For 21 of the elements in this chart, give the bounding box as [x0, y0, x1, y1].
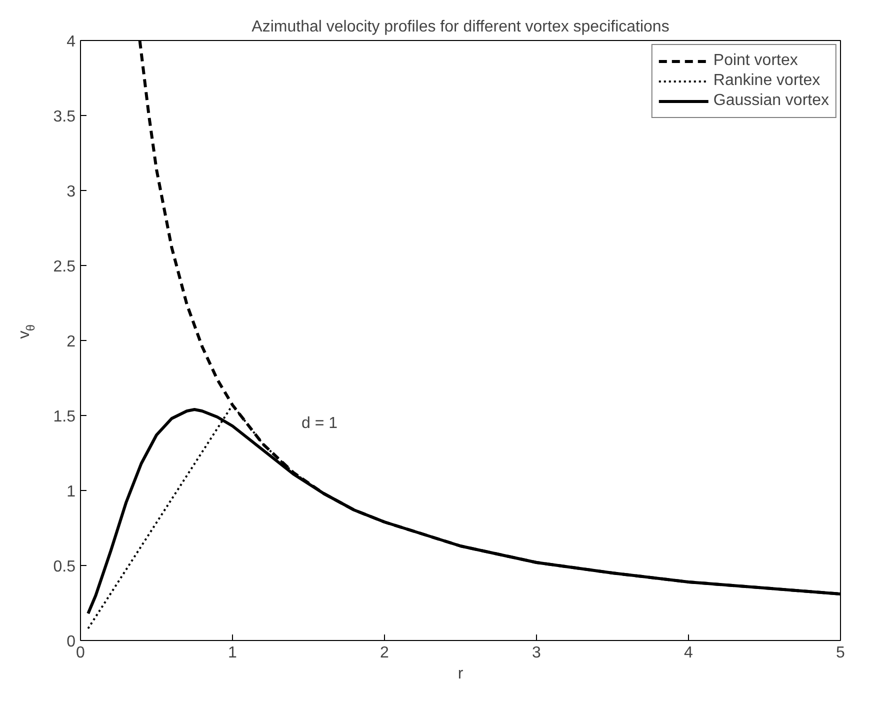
y-tick-label: 3.5 — [53, 108, 76, 126]
x-tick-label: 3 — [532, 644, 542, 662]
legend-label: Rankine vortex — [713, 72, 820, 90]
y-tick-label: 2.5 — [53, 258, 76, 276]
y-tick-label: 4 — [66, 34, 76, 50]
y-tick-label: 0.5 — [53, 558, 76, 576]
x-tick-label: 1 — [228, 644, 238, 662]
chart-title: Azimuthal velocity profiles for different vortex specifications — [252, 18, 670, 36]
x-axis-title: r — [458, 666, 464, 682]
y-tick-label: 2 — [66, 334, 76, 350]
legend-label: Gaussian vortex — [713, 92, 829, 110]
y-tick-label: 3 — [66, 184, 76, 200]
x-tick-label: 4 — [684, 644, 694, 662]
annotation: d = 1 — [302, 415, 338, 432]
x-tick-label: 2 — [380, 644, 390, 662]
x-tick-label: 5 — [836, 644, 846, 662]
legend-label: Point vortex — [713, 52, 798, 70]
y-tick-label: 1.5 — [53, 408, 76, 426]
y-tick-label: 0 — [66, 634, 76, 650]
y-axis-title: vθ — [16, 324, 38, 339]
y-tick-label: 1 — [66, 484, 76, 500]
